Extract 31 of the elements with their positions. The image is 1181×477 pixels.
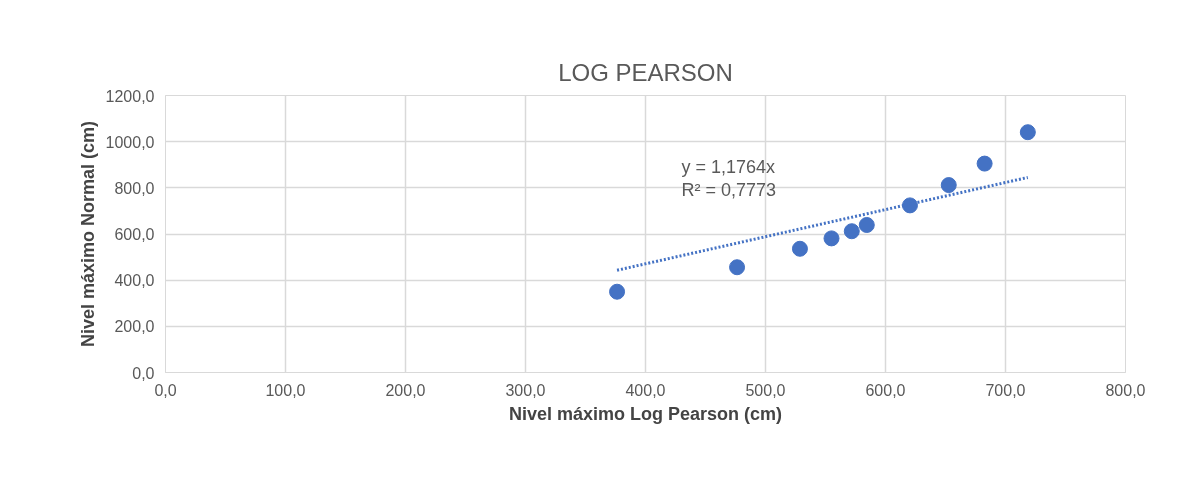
y-tick-label: 800,0 (114, 179, 155, 197)
point (858, 217, 875, 233)
x-tick-label: 800,0 (1105, 381, 1146, 399)
x-tick-label: 700,0 (985, 381, 1026, 399)
point (823, 230, 840, 247)
annotation: R² = 0,7773 (681, 180, 777, 201)
point (843, 223, 860, 240)
x-tick-label: 300,0 (505, 381, 546, 399)
x-tick-label: 200,0 (385, 381, 426, 399)
annotation: y = 1,1764x (681, 157, 776, 178)
y-tick-label: 400,0 (114, 272, 155, 290)
point (729, 259, 746, 276)
point (791, 240, 808, 257)
y-tick-label: 200,0 (114, 318, 155, 336)
x-axis-title: Nivel máximo Log Pearson (cm) (508, 403, 783, 424)
point (609, 283, 626, 300)
x-tick-label: 600,0 (865, 381, 906, 399)
point (901, 197, 918, 214)
y-tick-label: 600,0 (114, 226, 155, 243)
point (940, 177, 957, 194)
y-tick-label: 0,0 (132, 364, 155, 382)
point (1019, 124, 1036, 141)
x-tick-label: 500,0 (745, 381, 786, 399)
x-tick-label: 100,0 (265, 381, 306, 399)
chart-title: LOG PEARSON (558, 58, 733, 86)
y-axis-title: Nivel máximo Normal (cm) (77, 120, 98, 348)
y-tick-label: 1000,0 (105, 133, 155, 151)
point (976, 155, 993, 172)
x-tick-label: 0,0 (154, 381, 177, 399)
x-tick-label: 400,0 (625, 381, 666, 399)
y-tick-label: 1200,0 (105, 87, 155, 105)
